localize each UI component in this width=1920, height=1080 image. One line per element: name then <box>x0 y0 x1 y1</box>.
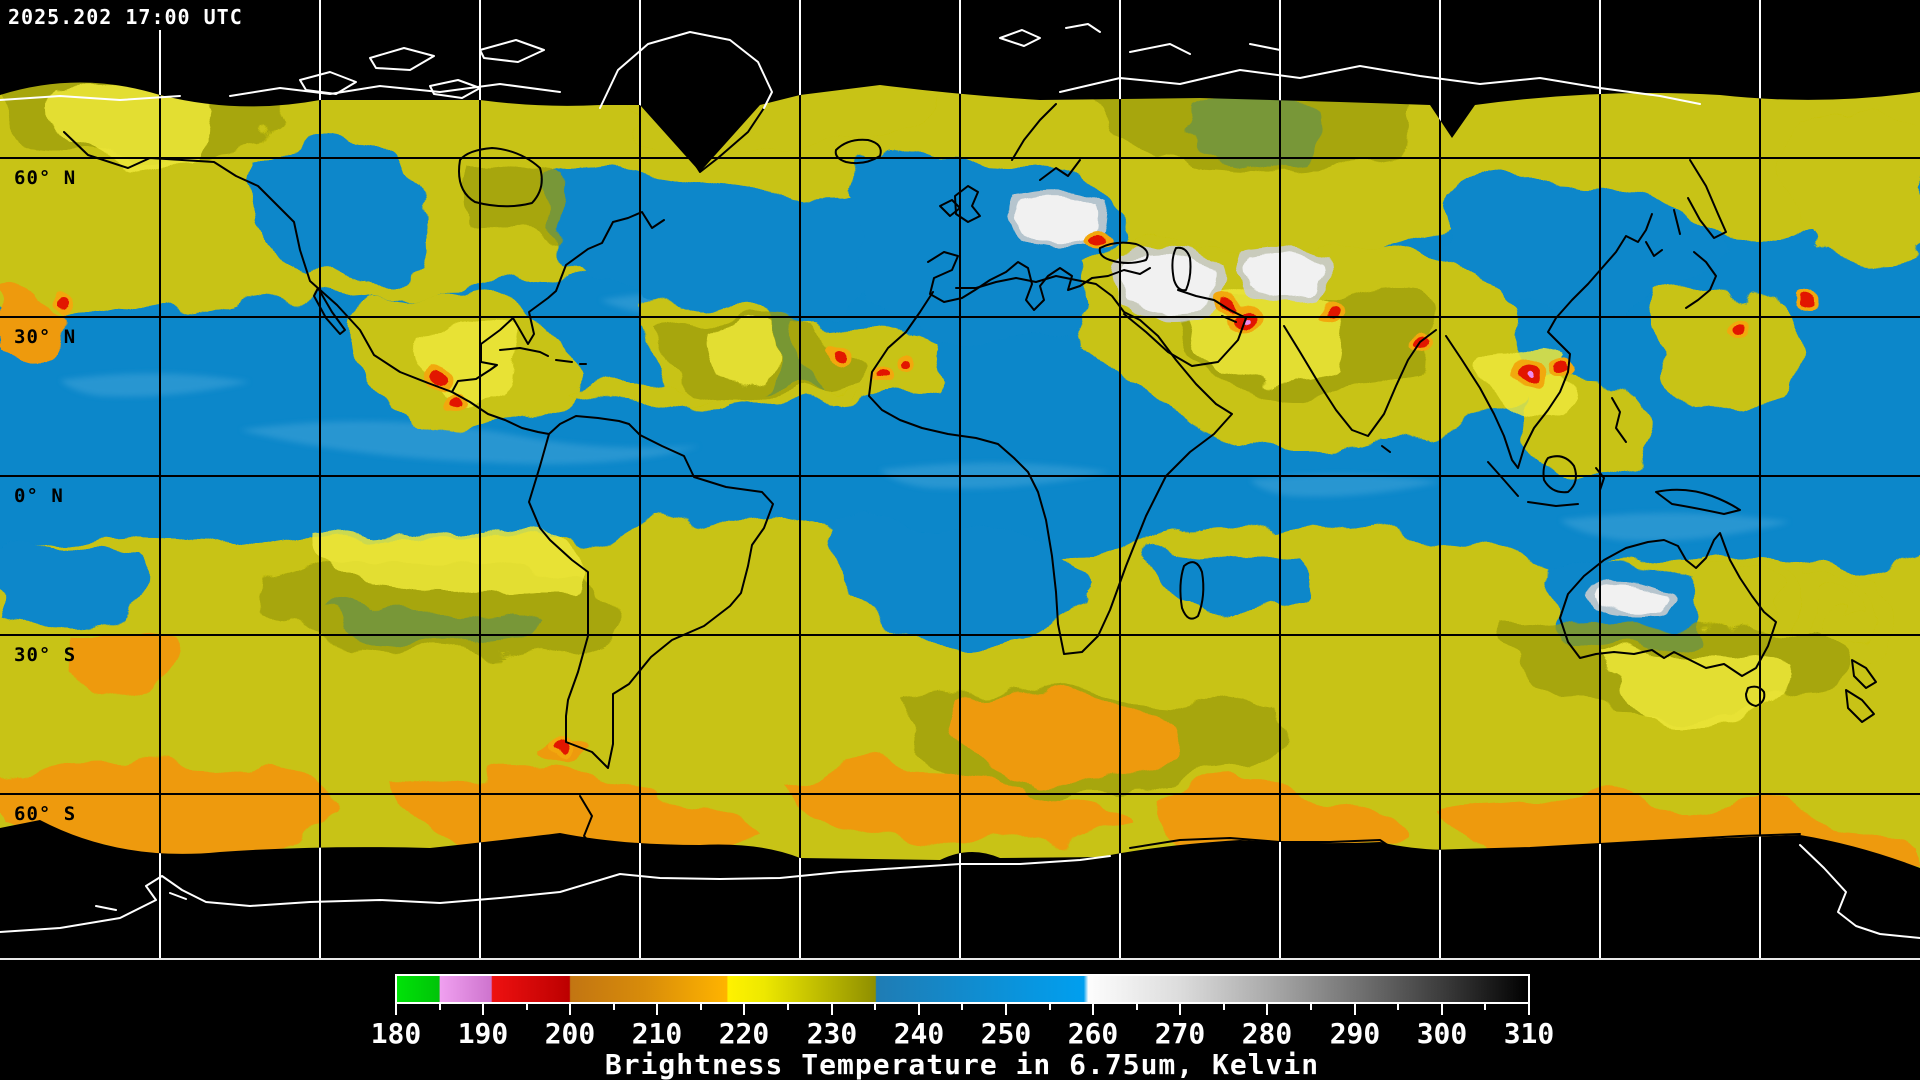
timestamp-backdrop <box>0 0 238 30</box>
colorbar-title: Brightness Temperature in 6.75um, Kelvin <box>605 1048 1319 1080</box>
colorbar-tick-label: 220 <box>719 1017 770 1050</box>
latitude-label-60n: 60° N <box>14 167 76 189</box>
latitude-label-30n: 30° N <box>14 326 76 348</box>
colorbar-minor-ticks <box>439 1003 1486 1010</box>
warm-dry-patches <box>1008 189 1677 615</box>
colorbar-tick-label: 210 <box>632 1017 683 1050</box>
colorbar-tick-label: 280 <box>1242 1017 1293 1050</box>
colorbar-tick-label: 190 <box>458 1017 509 1050</box>
colorbar-tick-label: 260 <box>1068 1017 1119 1050</box>
colorbar-tick-label: 290 <box>1330 1017 1381 1050</box>
colorbar-tick-labels: 180 190 200 210 220 230 240 250 260 270 … <box>371 1017 1555 1050</box>
colorbar-tick-label: 270 <box>1155 1017 1206 1050</box>
colorbar-tick-label: 250 <box>981 1017 1032 1050</box>
colorbar-tick-label: 310 <box>1504 1017 1555 1050</box>
graticule-dark <box>0 0 1920 959</box>
colorbar: 180 190 200 210 220 230 240 250 260 270 … <box>371 974 1555 1080</box>
latitude-label-60s: 60° S <box>14 803 76 825</box>
latitude-label-30s: 30° S <box>14 644 76 666</box>
colorbar-major-ticks <box>395 1003 1530 1015</box>
convection-cores <box>51 230 1816 756</box>
colorbar-tick-label: 200 <box>545 1017 596 1050</box>
colorbar-gradient <box>395 974 1530 1004</box>
latitude-label-0n: 0° N <box>14 485 64 507</box>
colorbar-tick-label: 230 <box>807 1017 858 1050</box>
colorbar-tick-label: 300 <box>1417 1017 1468 1050</box>
colorbar-tick-label: 240 <box>894 1017 945 1050</box>
timestamp: 2025.202 17:00 UTC <box>8 5 243 29</box>
latitude-labels: 60° N 30° N 0° N 30° S 60° S <box>14 167 76 825</box>
coastlines-light <box>0 23 1920 939</box>
colorbar-tick-label: 180 <box>371 1017 422 1050</box>
